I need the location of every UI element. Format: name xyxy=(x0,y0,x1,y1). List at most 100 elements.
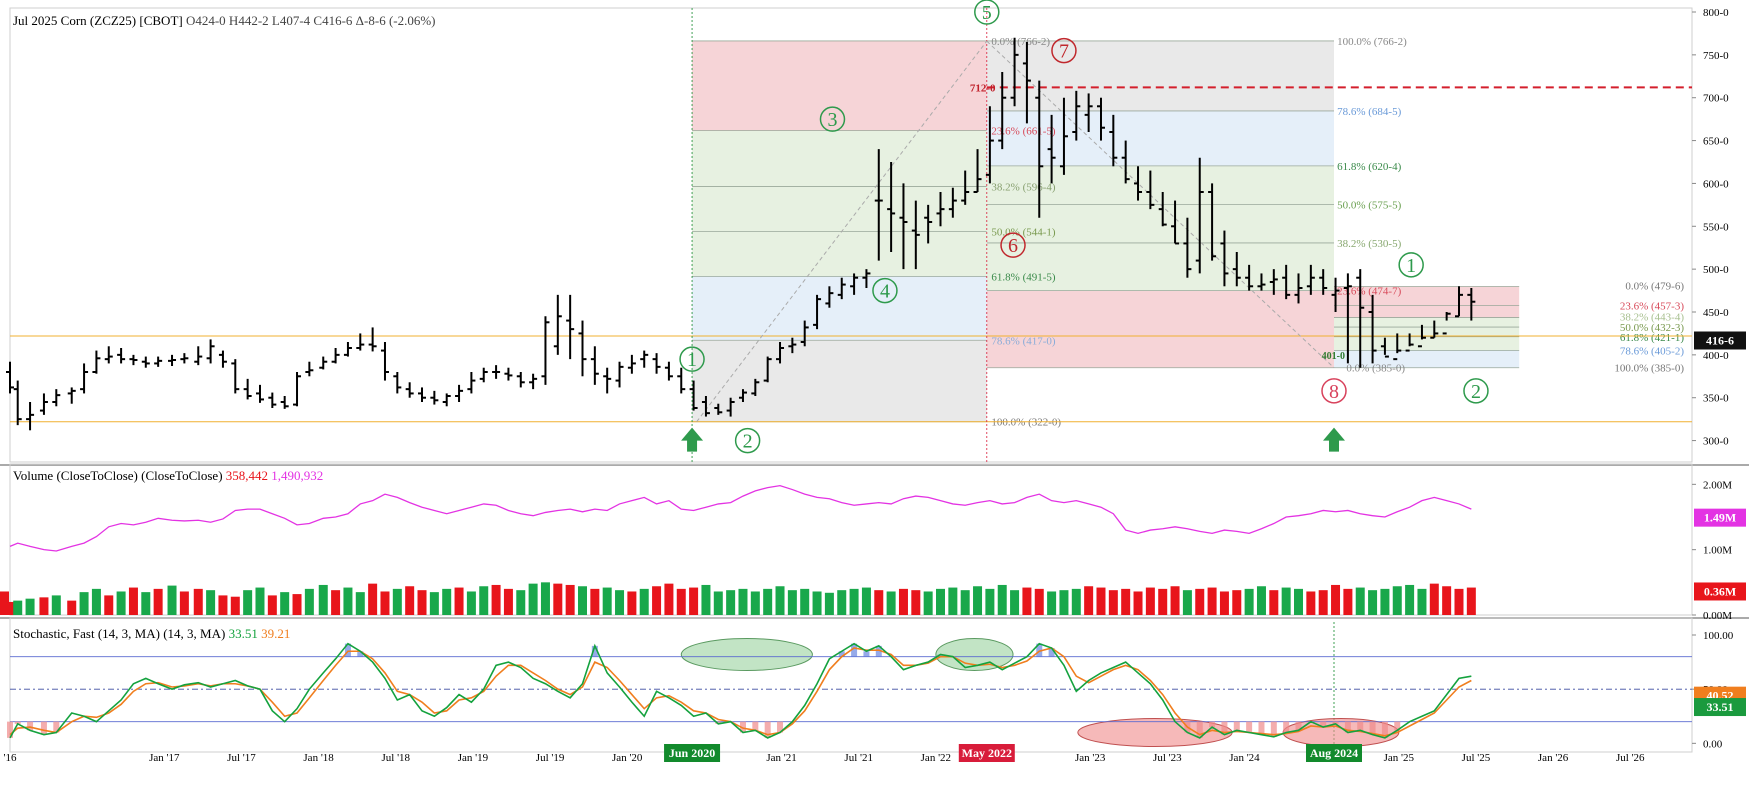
price-bar xyxy=(1047,114,1056,184)
volume-bar xyxy=(676,588,686,615)
price-panel-frame xyxy=(9,7,1693,463)
fib-level-label: 78.6% (684-5) xyxy=(1337,106,1401,118)
up-arrow-icon xyxy=(681,427,704,452)
volume-bar xyxy=(343,587,353,615)
volume-bar xyxy=(67,600,77,615)
price-bar xyxy=(117,348,126,364)
volume-bar xyxy=(179,591,189,615)
fib-zone xyxy=(1333,305,1520,318)
up-arrow-icon xyxy=(1322,427,1345,452)
x-tick-label: Jul '23 xyxy=(1153,752,1182,764)
price-bar xyxy=(541,316,550,385)
price-bar xyxy=(985,106,994,184)
fib-zone xyxy=(986,165,1334,205)
y-tick-label: 800-0 xyxy=(1703,7,1729,19)
volume-bar xyxy=(1170,586,1180,615)
volume-bar xyxy=(948,587,958,615)
x-tick-label: '16 xyxy=(4,752,17,764)
volume-bar xyxy=(206,590,216,615)
price-bar xyxy=(1380,337,1389,358)
price-bar xyxy=(1417,324,1426,348)
x-tick-label: Jan '21 xyxy=(766,752,796,764)
fib-level-label: 38.2% (443-4) xyxy=(1620,312,1684,324)
volume-bar xyxy=(91,588,101,615)
volume-ma-line xyxy=(9,484,1472,552)
last-price-tag xyxy=(1694,331,1746,350)
x-tick-label: Jan '22 xyxy=(921,752,951,764)
price-bar xyxy=(862,269,871,288)
fib-zone xyxy=(692,186,987,232)
volume-bar xyxy=(292,594,302,615)
volume-bar xyxy=(528,583,538,615)
volume-ma-value: 1,490,932 xyxy=(271,468,323,483)
volume-bar xyxy=(1010,590,1020,615)
price-bar xyxy=(1183,217,1192,278)
volume-bar xyxy=(280,592,290,615)
price-bar xyxy=(1356,269,1365,368)
price-bar xyxy=(368,327,377,352)
panel-headers: Jul 2025 Corn (ZCZ25) [CBOT] O424-0 H442… xyxy=(13,13,436,641)
fib-level-label: 100.0% (766-2) xyxy=(1337,36,1407,48)
price-bar xyxy=(1269,269,1278,295)
volume-bar xyxy=(1182,590,1192,615)
volume-bar xyxy=(1454,588,1464,615)
price-bar xyxy=(800,320,809,347)
volume-bar xyxy=(193,588,203,615)
volume-value: 358,442 xyxy=(226,468,272,483)
volume-bar xyxy=(553,583,563,615)
fib-zone xyxy=(692,276,987,341)
overbought-zone xyxy=(680,638,813,671)
wave-label: 2 xyxy=(743,431,753,453)
price-bar xyxy=(1220,230,1229,287)
fib-zone xyxy=(692,40,987,131)
y-tick-label: 750-0 xyxy=(1703,50,1729,62)
volume-bar xyxy=(380,591,390,615)
volume-bar xyxy=(540,582,550,615)
y-tick-label: 1.00M xyxy=(1703,545,1732,557)
wave-label-circle xyxy=(1000,232,1026,258)
y-tick-label: 550-0 xyxy=(1703,221,1729,233)
price-bar xyxy=(405,382,414,398)
volume-bar xyxy=(639,588,649,615)
price-bar xyxy=(104,346,113,364)
wave-label-circle xyxy=(819,106,846,132)
price-bar xyxy=(293,372,302,407)
price-bar xyxy=(255,384,264,403)
volume-bar xyxy=(1071,588,1081,615)
price-bar xyxy=(305,361,314,377)
price-bar xyxy=(393,372,402,394)
wave-label-circle xyxy=(1321,378,1347,404)
y-tick-label: 600-0 xyxy=(1703,178,1729,190)
fib-level-label: 38.2% (530-5) xyxy=(1337,238,1401,250)
fib-zone xyxy=(692,340,987,422)
volume-bar xyxy=(1047,591,1057,615)
stoch-k-tag-label: 33.51 xyxy=(1707,700,1734,714)
volume-bar xyxy=(923,591,933,615)
y-tick-label: 2.00M xyxy=(1703,479,1732,491)
stochastic-title: Stochastic, Fast (14, 3, MA) (14, 3, MA) xyxy=(13,626,229,641)
volume-bar xyxy=(1306,591,1316,615)
y-tick-label: 650-0 xyxy=(1703,136,1729,148)
y-tick-label: 0.00M xyxy=(1703,610,1732,622)
wave-label: 2 xyxy=(1471,381,1481,403)
price-bar xyxy=(243,378,252,400)
wave-label: 8 xyxy=(1329,381,1339,403)
price-bar xyxy=(1319,269,1328,295)
volume-bar xyxy=(1380,588,1390,615)
fib-level-label: 50.0% (575-5) xyxy=(1337,199,1401,211)
price-bar xyxy=(479,367,488,383)
price-bar xyxy=(924,204,933,244)
fib-level-label: 78.6% (405-2) xyxy=(1620,345,1684,357)
volume-bar xyxy=(1368,590,1378,615)
price-bar xyxy=(1405,333,1414,352)
volume-bar xyxy=(1405,584,1415,615)
volume-bar xyxy=(104,595,114,615)
fib-level-label: 38.2% (596-4) xyxy=(991,181,1055,193)
fib-zone xyxy=(986,290,1334,368)
price-bar xyxy=(194,346,203,366)
volume-bar xyxy=(1195,588,1205,615)
price-bar xyxy=(343,342,352,357)
volume-bar xyxy=(973,586,983,615)
volume-bar xyxy=(1417,588,1427,615)
